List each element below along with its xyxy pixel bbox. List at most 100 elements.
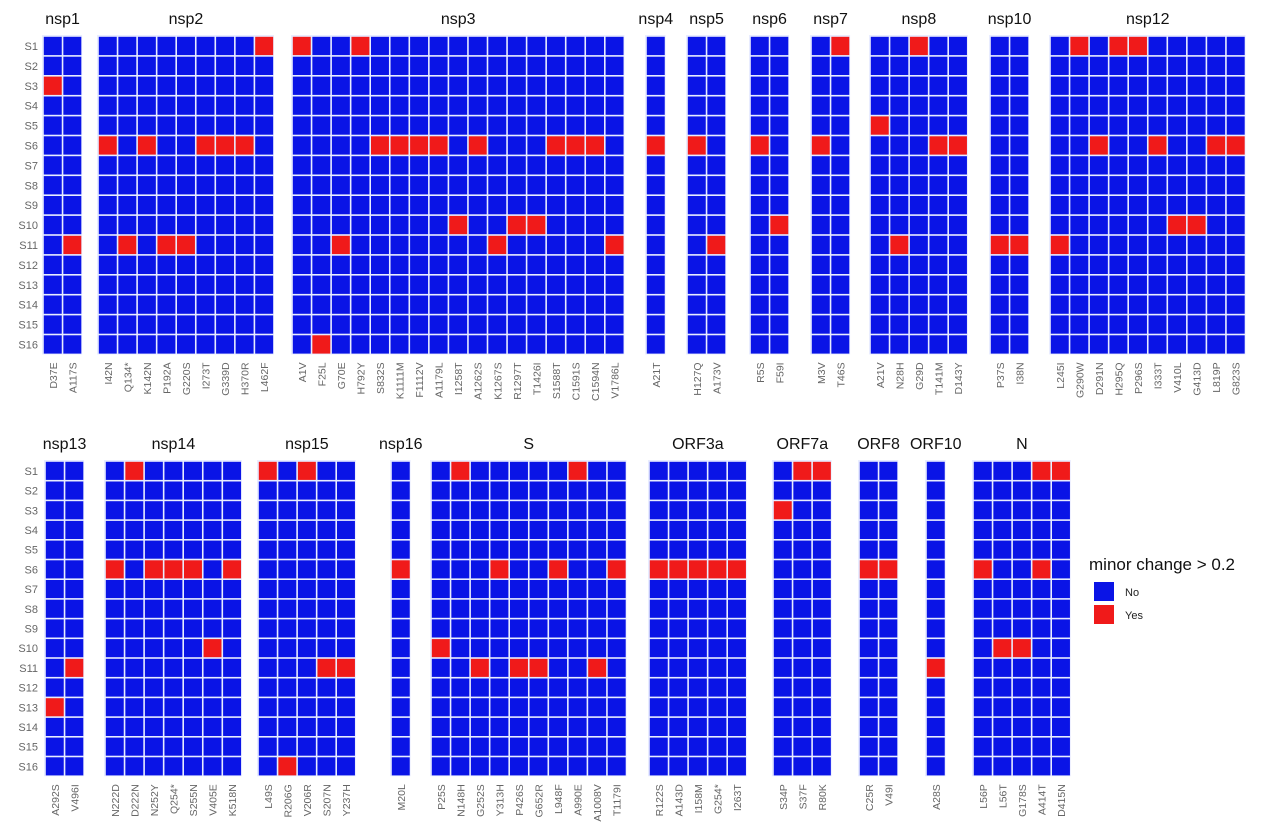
heatmap-cell-no [184,678,202,697]
heatmap-cell-no [451,580,470,599]
heatmap-cell-no [990,96,1009,115]
heatmap-cell-no [909,335,928,354]
heatmap-cell-no [45,639,64,658]
heatmap-cell-no [1089,295,1108,314]
heatmap-cell-no [488,96,507,115]
heatmap-cell-yes [490,560,509,579]
heatmap-cell-no [707,215,726,235]
heatmap-cell-no [1129,255,1147,274]
heatmap-cell-no [391,520,410,539]
heatmap-cell-no [45,678,64,697]
sample-label: S12 [18,683,38,695]
heatmap-cell-no [688,520,707,539]
heatmap-cell-no [429,335,448,354]
heatmap-cell-no [687,76,706,95]
heatmap-cell-no [255,215,274,235]
heatmap-cell-no [351,56,370,75]
heatmap-cell-no [63,335,82,354]
heatmap-cell-no [649,678,668,697]
heatmap-cell-no [1148,235,1167,255]
heatmap-cell-no [566,295,585,314]
heatmap-cell-no [649,461,668,480]
heatmap-cell-no [331,215,350,235]
heatmap-cell-yes [1226,136,1245,155]
heatmap-cell-no [926,717,945,736]
heatmap-cell-no [1089,275,1108,294]
heatmap-cell-yes [1032,560,1051,579]
heatmap-cell-no [993,717,1012,736]
heatmap-cell-no [926,520,945,539]
heatmap-cell-no [137,255,156,274]
heatmap-cell-no [65,501,84,520]
heatmap-cell-no [297,501,316,520]
heatmap-cell-no [177,136,195,155]
heatmap-cell-no [707,116,726,135]
heatmap-cell-no [223,619,242,638]
heatmap-cell-no [1168,196,1187,215]
heatmap-cell-no [470,580,489,599]
heatmap-cell-no [1129,96,1147,115]
heatmap-cell-no [1148,196,1167,215]
heatmap-cell-no [527,96,546,115]
sample-label: S16 [18,761,38,773]
heatmap-cell-no [1148,176,1167,195]
mutation-label: G339D [220,362,232,396]
heatmap-cell-yes [312,335,331,354]
heatmap-cell-no [278,501,297,520]
heatmap-cell-no [1012,717,1031,736]
heatmap-cell-no [65,757,84,776]
heatmap-cell-no [546,76,565,95]
heatmap-cell-no [431,737,450,756]
heatmap-cell-no [708,619,727,638]
heatmap-cell-no [890,56,909,75]
heatmap-cell-no [1207,116,1226,135]
heatmap-cell-no [529,481,548,500]
heatmap-cell-no [870,176,889,195]
heatmap-cell-no [98,76,117,95]
panel-title: nsp7 [813,11,848,28]
heatmap-cell-no [449,295,468,314]
heatmap-cell-no [490,580,509,599]
heatmap-cell-no [490,501,509,520]
heatmap-cell-no [292,295,311,314]
panel-title: nsp16 [379,436,423,453]
heatmap-cell-no [223,639,242,658]
heatmap-cell-no [929,156,948,175]
heatmap-cell-no [669,619,688,638]
heatmap-cell-no [688,757,707,776]
heatmap-cell-no [292,116,311,135]
heatmap-cell-no [118,96,137,115]
heatmap-cell-no [223,698,242,717]
heatmap-cell-no [1207,215,1226,235]
heatmap-cell-no [1187,255,1206,274]
heatmap-cell-no [278,540,297,559]
heatmap-cell-no [669,580,688,599]
sample-label: S2 [25,61,38,73]
heatmap-cell-no [410,156,429,175]
heatmap-cell-yes [1168,215,1187,235]
heatmap-cell-no [157,315,176,334]
heatmap-cell-no [235,196,254,215]
heatmap-cell-no [278,639,297,658]
heatmap-cell-yes [292,36,311,56]
heatmap-cell-no [1032,678,1051,697]
heatmap-cell-no [1089,196,1108,215]
heatmap-cell-no [993,619,1012,638]
heatmap-cell-no [586,56,604,75]
heatmap-cell-no [223,599,242,618]
heatmap-cell-no [223,461,242,480]
heatmap-cell-no [990,315,1009,334]
heatmap-cell-no [105,540,124,559]
heatmap-cell-no [490,658,509,677]
heatmap-cell-no [63,136,82,155]
heatmap-cell-no [1226,116,1245,135]
heatmap-cell-no [728,717,746,736]
heatmap-cell-yes [125,461,144,480]
heatmap-cell-no [449,56,468,75]
heatmap-cell-no [43,315,62,334]
heatmap-cell-no [549,599,568,618]
heatmap-cell-no [1032,757,1051,776]
